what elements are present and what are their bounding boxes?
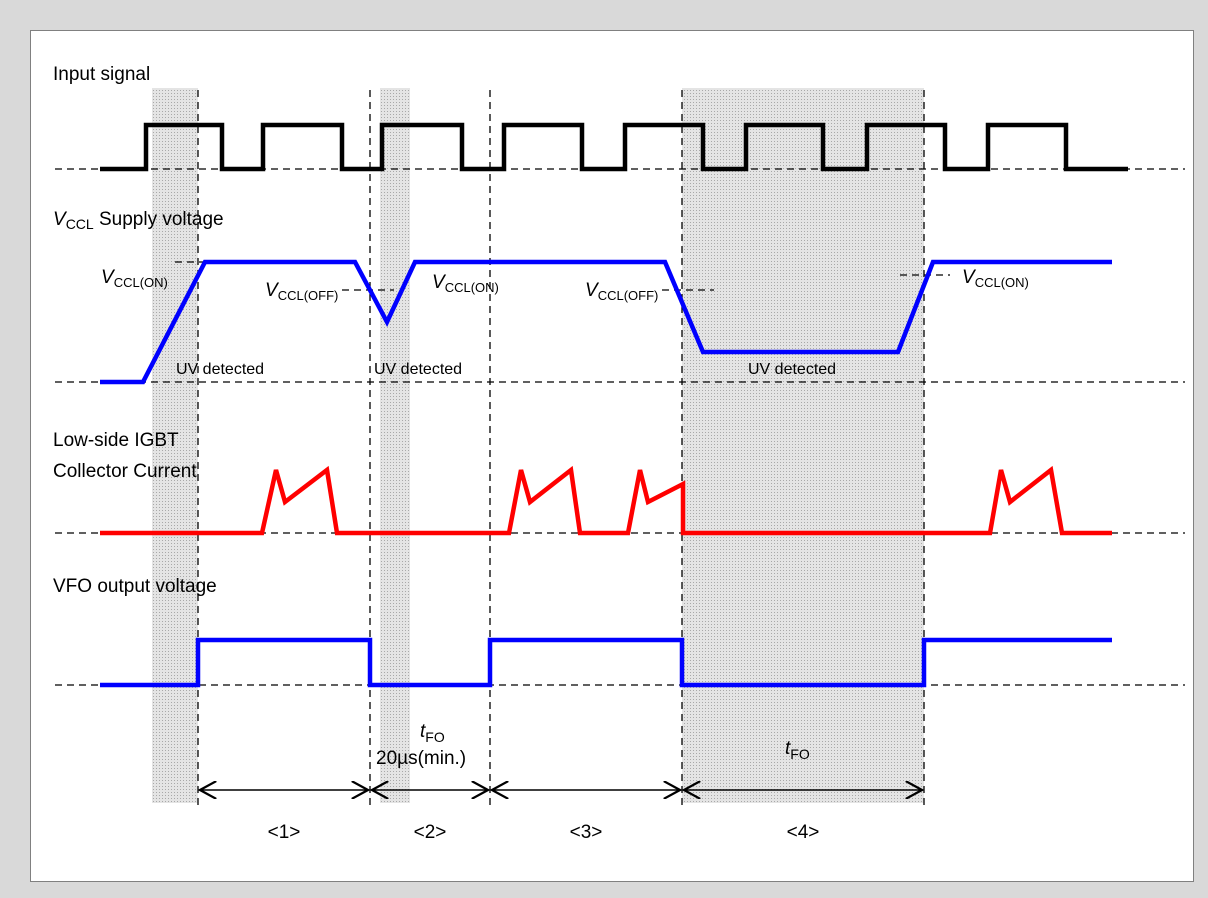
collector-current-waveform (100, 465, 1112, 536)
interval-label-1: <1> (268, 822, 301, 843)
uv-detected-label-1: UV detected (176, 361, 264, 378)
shade-region-2 (380, 88, 410, 803)
collector-current-label-line1: Low-side IGBT (53, 430, 179, 451)
vfo-signal-label: VFO output voltage (53, 576, 217, 597)
tfo-label-2: tFO (785, 738, 810, 762)
vccl-waveform (100, 259, 1112, 385)
uv-detected-label-2: UV detected (374, 361, 462, 378)
interval-label-4: <4> (787, 822, 820, 843)
interval-label-3: <3> (570, 822, 603, 843)
vccl-signal-label: VCCL Supply voltage (53, 209, 224, 232)
vccl-off-label-2: VCCL(OFF) (585, 280, 658, 303)
tfo-label-1: tFO (420, 721, 445, 745)
vccl-off-label-1: VCCL(OFF) (265, 280, 338, 303)
collector-current-label-line2: Collector Current (53, 461, 197, 482)
uv-detected-label-3: UV detected (748, 361, 836, 378)
shade-region-3 (682, 88, 924, 803)
interval-label-2: <2> (414, 822, 447, 843)
vfo-waveform (100, 637, 1112, 688)
diagram-frame (30, 30, 1194, 882)
vccl-on-label-3: VCCL(ON) (962, 267, 1029, 290)
input-signal-label: Input signal (53, 64, 150, 85)
tfo-min-label: 20µs(min.) (376, 748, 466, 769)
input-signal-waveform (100, 122, 1128, 172)
vccl-on-label-2: VCCL(ON) (432, 272, 499, 295)
vccl-on-label-1: VCCL(ON) (101, 267, 168, 290)
